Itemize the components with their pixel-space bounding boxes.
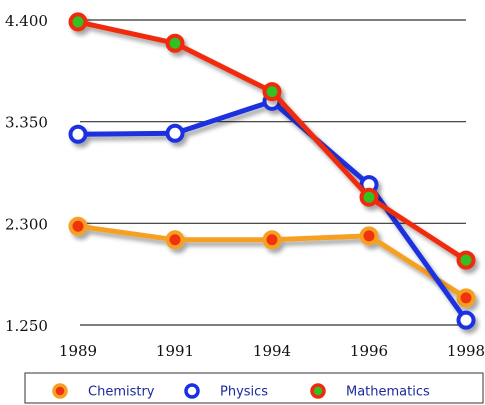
x-tick-label: 1998 [447, 342, 485, 360]
series-line [77, 98, 469, 322]
legend-label: Physics [220, 385, 268, 400]
data-point [456, 310, 476, 330]
y-tick-label: 2.300 [5, 215, 48, 233]
legend-marker [184, 383, 200, 399]
data-point [68, 124, 88, 144]
legend-marker [310, 383, 326, 399]
data-point [68, 12, 88, 32]
series [68, 12, 476, 270]
data-point [359, 187, 379, 207]
legend-label: Chemistry [88, 385, 155, 400]
data-point [165, 230, 185, 250]
data-point [456, 250, 476, 270]
legend-label: Mathematics [346, 385, 430, 400]
series-line [77, 19, 468, 263]
y-tick-label: 4.400 [5, 12, 48, 30]
series [68, 216, 476, 308]
data-point [456, 288, 476, 308]
x-tick-label: 1996 [350, 342, 388, 360]
y-tick-label: 1.250 [5, 317, 48, 335]
legend-box [24, 372, 484, 404]
x-tick-label: 1991 [156, 342, 194, 360]
data-point [359, 226, 379, 246]
y-tick-label: 3.350 [5, 114, 48, 132]
data-point [165, 33, 185, 53]
x-tick-label: 1989 [59, 342, 97, 360]
data-point [262, 230, 282, 250]
legend-marker [52, 383, 68, 399]
x-tick-label: 1994 [253, 342, 291, 360]
data-point [262, 82, 282, 102]
data-point [165, 123, 185, 143]
data-point [68, 216, 88, 236]
series [68, 91, 476, 330]
